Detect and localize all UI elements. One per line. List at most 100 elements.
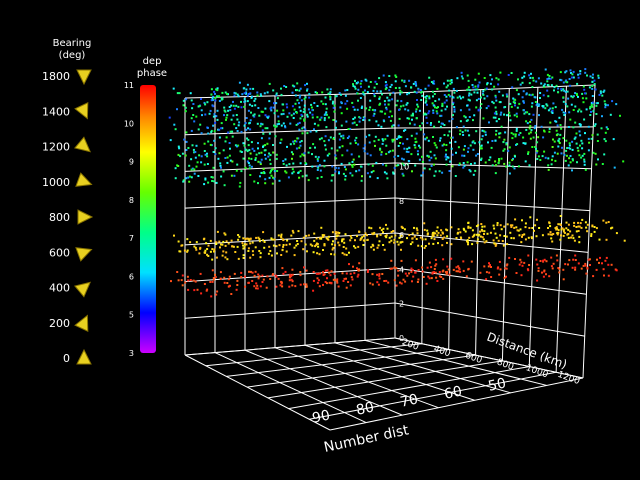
data-point xyxy=(501,240,504,242)
data-point xyxy=(190,99,193,102)
data-point xyxy=(503,148,506,151)
data-point xyxy=(572,76,575,79)
data-point xyxy=(398,117,401,120)
data-point xyxy=(214,153,217,156)
data-point xyxy=(603,100,606,103)
data-point xyxy=(328,152,331,155)
data-point xyxy=(479,147,482,150)
data-point xyxy=(323,234,326,237)
data-point xyxy=(329,92,332,95)
data-point xyxy=(282,103,285,106)
data-point xyxy=(320,137,323,140)
data-point xyxy=(249,92,252,95)
data-point xyxy=(565,227,568,230)
data-point xyxy=(390,235,393,238)
data-point xyxy=(212,278,215,281)
data-point xyxy=(536,218,538,221)
data-point xyxy=(571,140,574,143)
data-point xyxy=(230,293,233,295)
data-point xyxy=(290,234,293,237)
data-point xyxy=(358,268,361,271)
data-point xyxy=(428,277,431,280)
data-point xyxy=(432,112,435,114)
data-point xyxy=(280,280,283,283)
data-point xyxy=(524,142,527,145)
data-point xyxy=(324,96,327,99)
data-point xyxy=(411,280,413,283)
data-point xyxy=(338,244,341,247)
data-point xyxy=(479,230,481,233)
data-point xyxy=(235,114,238,116)
data-point xyxy=(181,152,184,155)
data-point xyxy=(406,237,408,240)
data-point xyxy=(362,147,365,150)
data-point xyxy=(378,277,381,280)
data-point xyxy=(220,243,222,246)
data-point xyxy=(411,232,414,235)
data-point xyxy=(326,269,329,272)
data-point xyxy=(224,244,227,247)
data-point xyxy=(468,94,470,97)
data-point xyxy=(545,103,548,106)
data-point xyxy=(480,138,483,141)
data-point xyxy=(243,97,246,100)
data-point xyxy=(225,136,228,139)
data-point xyxy=(286,115,289,118)
data-point xyxy=(243,144,246,147)
data-point xyxy=(489,74,492,77)
data-point xyxy=(544,156,547,159)
data-point xyxy=(579,72,582,75)
data-point xyxy=(576,94,578,96)
data-point xyxy=(178,147,181,150)
data-point xyxy=(195,248,198,251)
data-point xyxy=(527,236,530,239)
data-point xyxy=(559,224,562,226)
data-point xyxy=(541,105,544,107)
data-point xyxy=(443,143,445,146)
data-point xyxy=(408,234,411,236)
data-point xyxy=(414,81,417,83)
data-point xyxy=(322,271,324,274)
data-point xyxy=(228,106,231,108)
data-point xyxy=(247,247,250,250)
data-point xyxy=(537,155,540,158)
data-point xyxy=(211,99,214,101)
data-point xyxy=(395,164,398,167)
arrow-legend-label: 1800 xyxy=(42,70,70,83)
data-point xyxy=(499,224,502,227)
data-point xyxy=(446,156,449,159)
data-point xyxy=(526,111,529,114)
data-point xyxy=(487,265,490,268)
data-point xyxy=(268,245,271,248)
data-point xyxy=(219,277,222,280)
data-point xyxy=(228,284,231,287)
data-point xyxy=(337,241,340,244)
data-point xyxy=(568,78,571,80)
data-point xyxy=(436,234,439,237)
grid-line xyxy=(244,349,403,416)
data-point xyxy=(325,113,328,116)
data-point xyxy=(538,227,541,229)
data-point xyxy=(498,136,501,139)
data-point xyxy=(517,93,520,96)
data-point xyxy=(399,89,402,92)
arrow-glyph-icon xyxy=(74,102,89,120)
data-point xyxy=(260,137,263,140)
data-point xyxy=(255,236,258,239)
data-point xyxy=(222,149,225,152)
data-point xyxy=(266,142,269,145)
data-point xyxy=(498,118,501,120)
data-point xyxy=(248,270,250,273)
data-point xyxy=(215,115,218,118)
arrow-legend-label: 1400 xyxy=(42,105,70,118)
data-point xyxy=(417,153,419,156)
data-point xyxy=(213,139,216,142)
data-point xyxy=(223,276,226,279)
data-point xyxy=(360,107,363,109)
data-point xyxy=(546,78,549,80)
data-point xyxy=(529,125,532,128)
data-point xyxy=(436,280,439,282)
data-point xyxy=(556,233,559,236)
data-point xyxy=(382,244,385,246)
data-point xyxy=(379,90,382,93)
